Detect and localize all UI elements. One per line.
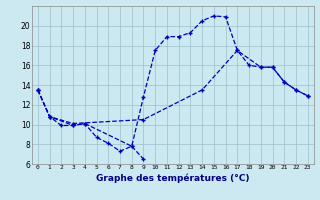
X-axis label: Graphe des températures (°C): Graphe des températures (°C) [96, 173, 250, 183]
